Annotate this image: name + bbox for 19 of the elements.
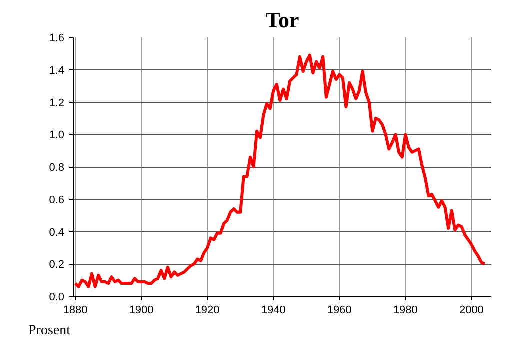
y-tick-label: 1.0 — [49, 130, 65, 142]
y-tick-label: 0.4 — [49, 226, 65, 239]
y-tick-label: 1.6 — [49, 32, 65, 44]
line-series — [74, 54, 486, 288]
y-tick-label: 1.4 — [49, 64, 65, 77]
x-tick-label: 1920 — [195, 304, 220, 316]
y-tick-label: 0.6 — [49, 194, 65, 206]
x-tick-label: 2000 — [459, 304, 484, 316]
chart-title: Tor — [266, 8, 300, 32]
x-tick-label: 1900 — [129, 304, 154, 316]
x-tick-label: 1880 — [63, 304, 88, 316]
x-tick-label: 1940 — [261, 304, 286, 316]
y-tick-label: 0.8 — [49, 162, 65, 174]
y-tick-label: 0.2 — [49, 259, 65, 272]
y-tick-label: 0.0 — [49, 292, 65, 304]
x-tick-label: 1960 — [327, 304, 352, 316]
y-tick-label: 1.2 — [49, 97, 65, 110]
x-tick-label: 1980 — [393, 304, 418, 316]
y-axis-title: Prosent — [28, 324, 71, 338]
